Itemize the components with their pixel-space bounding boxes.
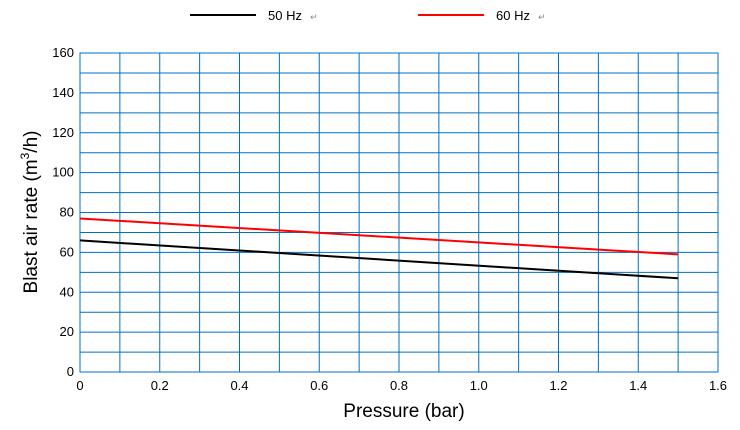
x-tick-label: 0.2 <box>151 378 169 393</box>
legend: 50 Hz ↵ 60 Hz ↵ <box>190 8 546 23</box>
legend-return-mark-50hz: ↵ <box>310 13 318 23</box>
x-tick-label: 1.4 <box>629 378 647 393</box>
y-axis-title: Blast air rate (m3/h) <box>18 131 42 294</box>
grid <box>79 52 719 373</box>
y-tick-labels: 0 20 40 60 80 100 120 140 160 <box>52 45 74 379</box>
legend-label-50hz: 50 Hz <box>268 8 302 23</box>
legend-return-mark-60hz: ↵ <box>538 13 546 23</box>
y-tick-label: 160 <box>52 45 74 60</box>
x-tick-label: 0.8 <box>390 378 408 393</box>
x-tick-labels: 0 0.2 0.4 0.6 0.8 1.0 1.2 1.4 1.6 <box>76 378 727 393</box>
y-tick-label: 0 <box>67 364 74 379</box>
y-tick-label: 40 <box>60 284 74 299</box>
y-tick-label: 100 <box>52 165 74 180</box>
y-tick-label: 140 <box>52 85 74 100</box>
x-tick-label: 1.6 <box>709 378 727 393</box>
y-axis-title-superscript: 3 <box>18 152 32 159</box>
y-tick-label: 20 <box>60 324 74 339</box>
y-tick-label: 80 <box>60 205 74 220</box>
x-tick-label: 0 <box>76 378 83 393</box>
plot-frame <box>79 52 719 373</box>
series-line-50hz <box>79 239 679 280</box>
y-axis-title-unit-end: /h) <box>21 131 42 153</box>
y-axis-title-main: Blast air rate (m <box>21 159 42 293</box>
x-tick-label: 0.6 <box>310 378 328 393</box>
series-lines <box>79 217 679 280</box>
y-tick-label: 60 <box>60 244 74 259</box>
x-axis-title: Pressure (bar) <box>343 401 464 422</box>
x-tick-label: 1.0 <box>470 378 488 393</box>
legend-label-60hz: 60 Hz <box>496 8 530 23</box>
series-line-60hz <box>79 217 679 256</box>
x-tick-label: 1.2 <box>549 378 567 393</box>
y-tick-label: 120 <box>52 125 74 140</box>
x-tick-label: 0.4 <box>230 378 248 393</box>
